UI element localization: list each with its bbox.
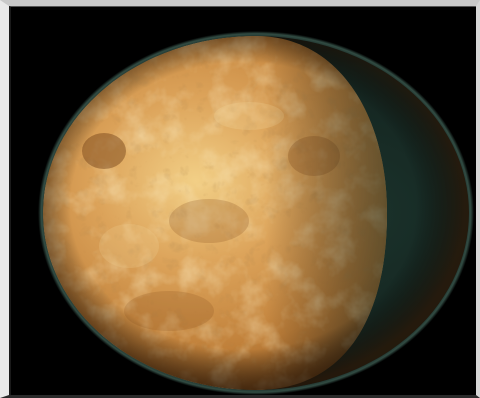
planet-image	[38, 31, 474, 395]
